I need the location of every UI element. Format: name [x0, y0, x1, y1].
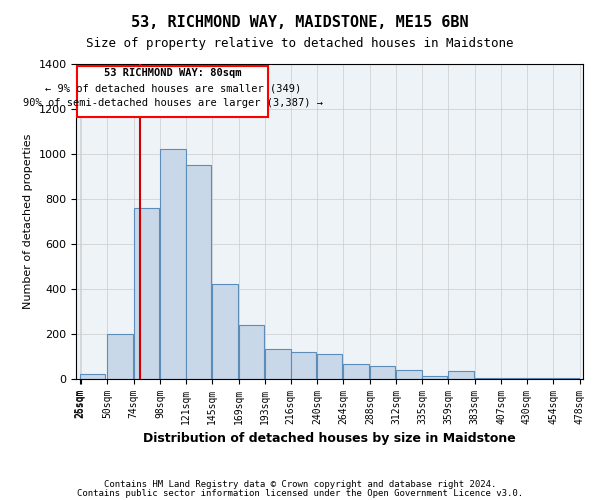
Bar [317, 354, 343, 378]
Text: ← 9% of detached houses are smaller (349): ← 9% of detached houses are smaller (349… [45, 83, 301, 93]
Bar [265, 350, 290, 378]
Text: 53, RICHMOND WAY, MAIDSTONE, ME15 6BN: 53, RICHMOND WAY, MAIDSTONE, ME15 6BN [131, 15, 469, 30]
Bar [107, 334, 133, 378]
Text: 53 RICHMOND WAY: 80sqm: 53 RICHMOND WAY: 80sqm [104, 68, 242, 78]
Bar [422, 376, 447, 378]
Bar [212, 284, 238, 378]
Text: Size of property relative to detached houses in Maidstone: Size of property relative to detached ho… [86, 38, 514, 51]
Bar [397, 370, 422, 378]
X-axis label: Distribution of detached houses by size in Maidstone: Distribution of detached houses by size … [143, 432, 516, 445]
Bar [370, 366, 395, 378]
Bar [134, 208, 159, 378]
Text: 90% of semi-detached houses are larger (3,387) →: 90% of semi-detached houses are larger (… [23, 98, 323, 108]
FancyBboxPatch shape [77, 66, 268, 117]
Text: Contains HM Land Registry data © Crown copyright and database right 2024.: Contains HM Land Registry data © Crown c… [104, 480, 496, 489]
Bar [160, 150, 185, 378]
Bar [80, 374, 105, 378]
Bar [290, 352, 316, 378]
Bar [239, 324, 264, 378]
Bar [343, 364, 369, 378]
Y-axis label: Number of detached properties: Number of detached properties [23, 134, 33, 309]
Bar [448, 371, 474, 378]
Text: Contains public sector information licensed under the Open Government Licence v3: Contains public sector information licen… [77, 490, 523, 498]
Bar [185, 165, 211, 378]
